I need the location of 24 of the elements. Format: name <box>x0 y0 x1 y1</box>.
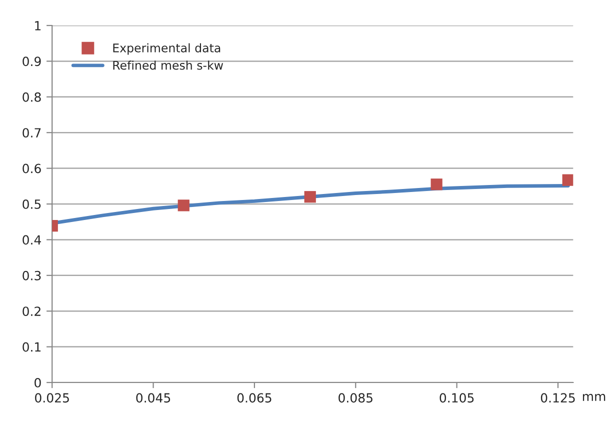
y-tick-label: 0.7 <box>22 128 41 138</box>
y-tick-label: 0.9 <box>22 56 41 66</box>
x-tick-label: 0.125 <box>540 393 575 403</box>
point <box>304 191 316 203</box>
y-tick-label: 0.2 <box>22 306 40 316</box>
y-tick-label: 0.3 <box>22 270 41 280</box>
legend-label: Experimental data <box>113 43 220 55</box>
y-tick-label: 0.8 <box>22 92 41 102</box>
y-tick-label: 0.1 <box>22 342 41 352</box>
x-tick-label: 0.105 <box>440 393 474 403</box>
legend-label: Refined mesh s-kw <box>113 60 224 70</box>
y-tick-label: 0.6 <box>22 164 41 174</box>
x-tick-label: 0.065 <box>237 393 272 403</box>
x-tick-label: 0.085 <box>338 393 372 403</box>
y-tick-label: 0 <box>34 378 41 388</box>
point <box>562 174 574 186</box>
y-tick-label: 0.5 <box>22 199 41 209</box>
x-tick-label: 0.025 <box>35 393 69 403</box>
point <box>430 178 442 190</box>
y-tick-label: 1 <box>35 21 41 30</box>
y-tick-label: 0.4 <box>22 235 41 245</box>
x-axis-title: mm <box>582 394 606 401</box>
x-tick-label: 0.045 <box>136 393 170 403</box>
point <box>178 200 190 212</box>
